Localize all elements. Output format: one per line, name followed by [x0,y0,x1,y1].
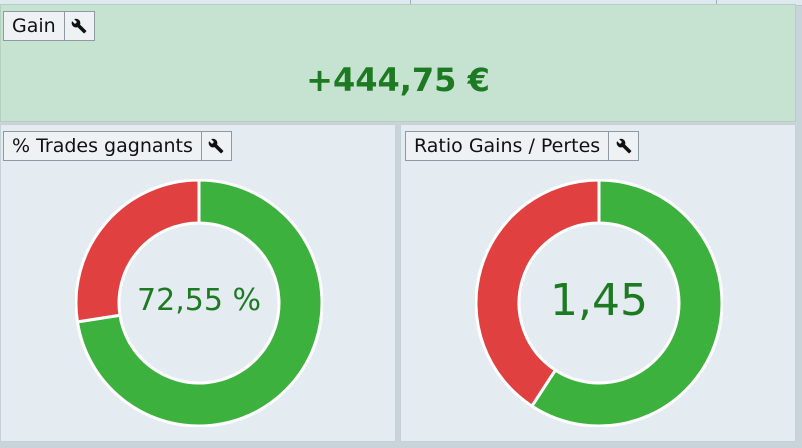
win-rate-win-segment [75,179,323,427]
gain-header: Gain [3,11,95,41]
gain-settings-button[interactable] [63,12,94,40]
win-rate-settings-button[interactable] [200,132,231,160]
win-rate-value: 72,55 % [137,283,261,318]
strip-divider [410,0,411,4]
ratio-settings-button[interactable] [608,132,638,160]
win-rate-donut-chart [75,179,323,427]
wrench-icon [209,138,224,154]
wrench-icon [616,138,632,154]
win-rate-header: % Trades gagnants [3,131,232,161]
win-rate-panel: % Trades gagnants 72,55 % [0,124,396,442]
strip-divider [716,0,717,4]
gain-panel: Gain +444,75 € [0,4,796,122]
gain-label: Gain [12,15,56,37]
ratio-loss-segment [475,179,601,409]
ratio-value: 1,45 [550,275,648,326]
ratio-win-segment [529,179,723,427]
ratio-label: Ratio Gains / Pertes [414,135,601,157]
win-rate-label: % Trades gagnants [12,135,193,157]
gain-value: +444,75 € [306,61,490,99]
ratio-donut-chart [475,179,723,427]
ratio-header: Ratio Gains / Pertes [405,131,640,161]
wrench-icon [71,18,87,34]
ratio-panel: Ratio Gains / Pertes 1,45 [400,124,796,442]
win-rate-loss-segment [75,179,201,324]
